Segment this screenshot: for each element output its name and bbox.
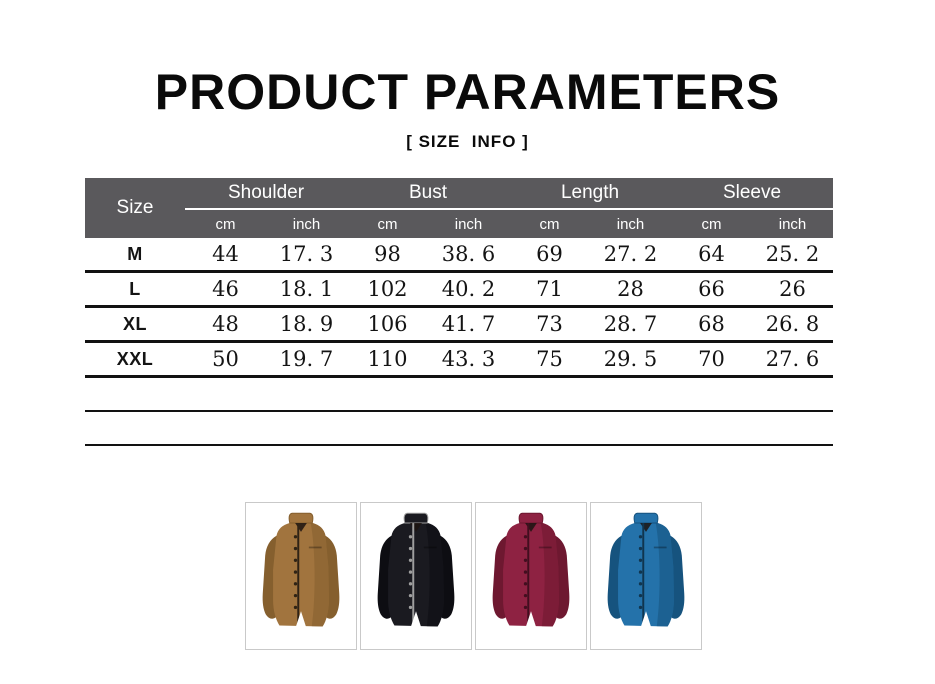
size-label: M [85, 238, 185, 273]
sleeve-cm-header: cm [671, 209, 752, 238]
bust-inch-header: inch [428, 209, 509, 238]
table-group-header-row: Size Shoulder Bust Length Sleeve [85, 178, 834, 238]
size-info-subtitle: [ SIZE INFO ] [406, 132, 529, 151]
cell: 41. 7 [428, 306, 509, 343]
cell: 29. 5 [590, 341, 671, 378]
product-image-black [360, 502, 472, 650]
length-inch-header: inch [590, 209, 671, 238]
black-jacket-illustration [377, 512, 455, 628]
sleeve-inch-header: inch [752, 209, 834, 238]
table-row-xl: XL 48 18. 9 106 41. 7 73 28. 7 68 26. 8 [85, 306, 834, 343]
cell: 27. 6 [752, 341, 834, 378]
cell: 73 [509, 306, 590, 343]
product-color-gallery [245, 502, 702, 650]
length-cm-header: cm [509, 209, 590, 238]
length-group-header: Length [509, 178, 671, 210]
cell: 48 [185, 306, 266, 343]
cell: 26 [752, 271, 834, 308]
bust-group-header: Bust [347, 178, 509, 210]
empty-table-row [85, 411, 834, 446]
cell: 19. 7 [266, 341, 347, 378]
cell: 110 [347, 341, 428, 378]
product-image-blue [590, 502, 702, 650]
cell: 28 [590, 271, 671, 308]
product-image-camel [245, 502, 357, 650]
empty-cell [85, 376, 834, 412]
cell: 26. 8 [752, 306, 834, 343]
bust-cm-header: cm [347, 209, 428, 238]
cell: 25. 2 [752, 238, 834, 273]
cell: 18. 1 [266, 271, 347, 308]
cell: 64 [671, 238, 752, 273]
cell: 70 [671, 341, 752, 378]
camel-jacket-illustration [262, 512, 340, 628]
cell: 71 [509, 271, 590, 308]
cell: 28. 7 [590, 306, 671, 343]
table-unit-header-row: cm inch cm inch cm inch cm inch [85, 209, 834, 238]
cell: 102 [347, 271, 428, 308]
cell: 38. 6 [428, 238, 509, 273]
empty-table-row [85, 376, 834, 412]
cell: 18. 9 [266, 306, 347, 343]
size-label: XXL [85, 341, 185, 378]
cell: 17. 3 [266, 238, 347, 273]
page-title: PRODUCT PARAMETERS [154, 64, 781, 120]
sleeve-group-header: Sleeve [671, 178, 834, 210]
shoulder-cm-header: cm [185, 209, 266, 238]
cell: 68 [671, 306, 752, 343]
cell: 27. 2 [590, 238, 671, 273]
cell: 43. 3 [428, 341, 509, 378]
size-label: XL [85, 306, 185, 343]
blue-jacket-illustration [607, 512, 685, 628]
size-column-header: Size [85, 178, 185, 238]
cell: 40. 2 [428, 271, 509, 308]
table-row-xxl: XXL 50 19. 7 110 43. 3 75 29. 5 70 27. 6 [85, 341, 834, 378]
cell: 69 [509, 238, 590, 273]
product-image-burgundy [475, 502, 587, 650]
cell: 75 [509, 341, 590, 378]
shoulder-group-header: Shoulder [185, 178, 347, 210]
cell: 98 [347, 238, 428, 273]
cell: 66 [671, 271, 752, 308]
size-label: L [85, 271, 185, 308]
cell: 50 [185, 341, 266, 378]
cell: 106 [347, 306, 428, 343]
table-row-l: L 46 18. 1 102 40. 2 71 28 66 26 [85, 271, 834, 308]
table-row-m: M 44 17. 3 98 38. 6 69 27. 2 64 25. 2 [85, 238, 834, 273]
cell: 44 [185, 238, 266, 273]
cell: 46 [185, 271, 266, 308]
shoulder-inch-header: inch [266, 209, 347, 238]
burgundy-jacket-illustration [492, 512, 570, 628]
size-table: Size Shoulder Bust Length Sleeve cm inch… [85, 178, 834, 446]
empty-cell [85, 411, 834, 446]
